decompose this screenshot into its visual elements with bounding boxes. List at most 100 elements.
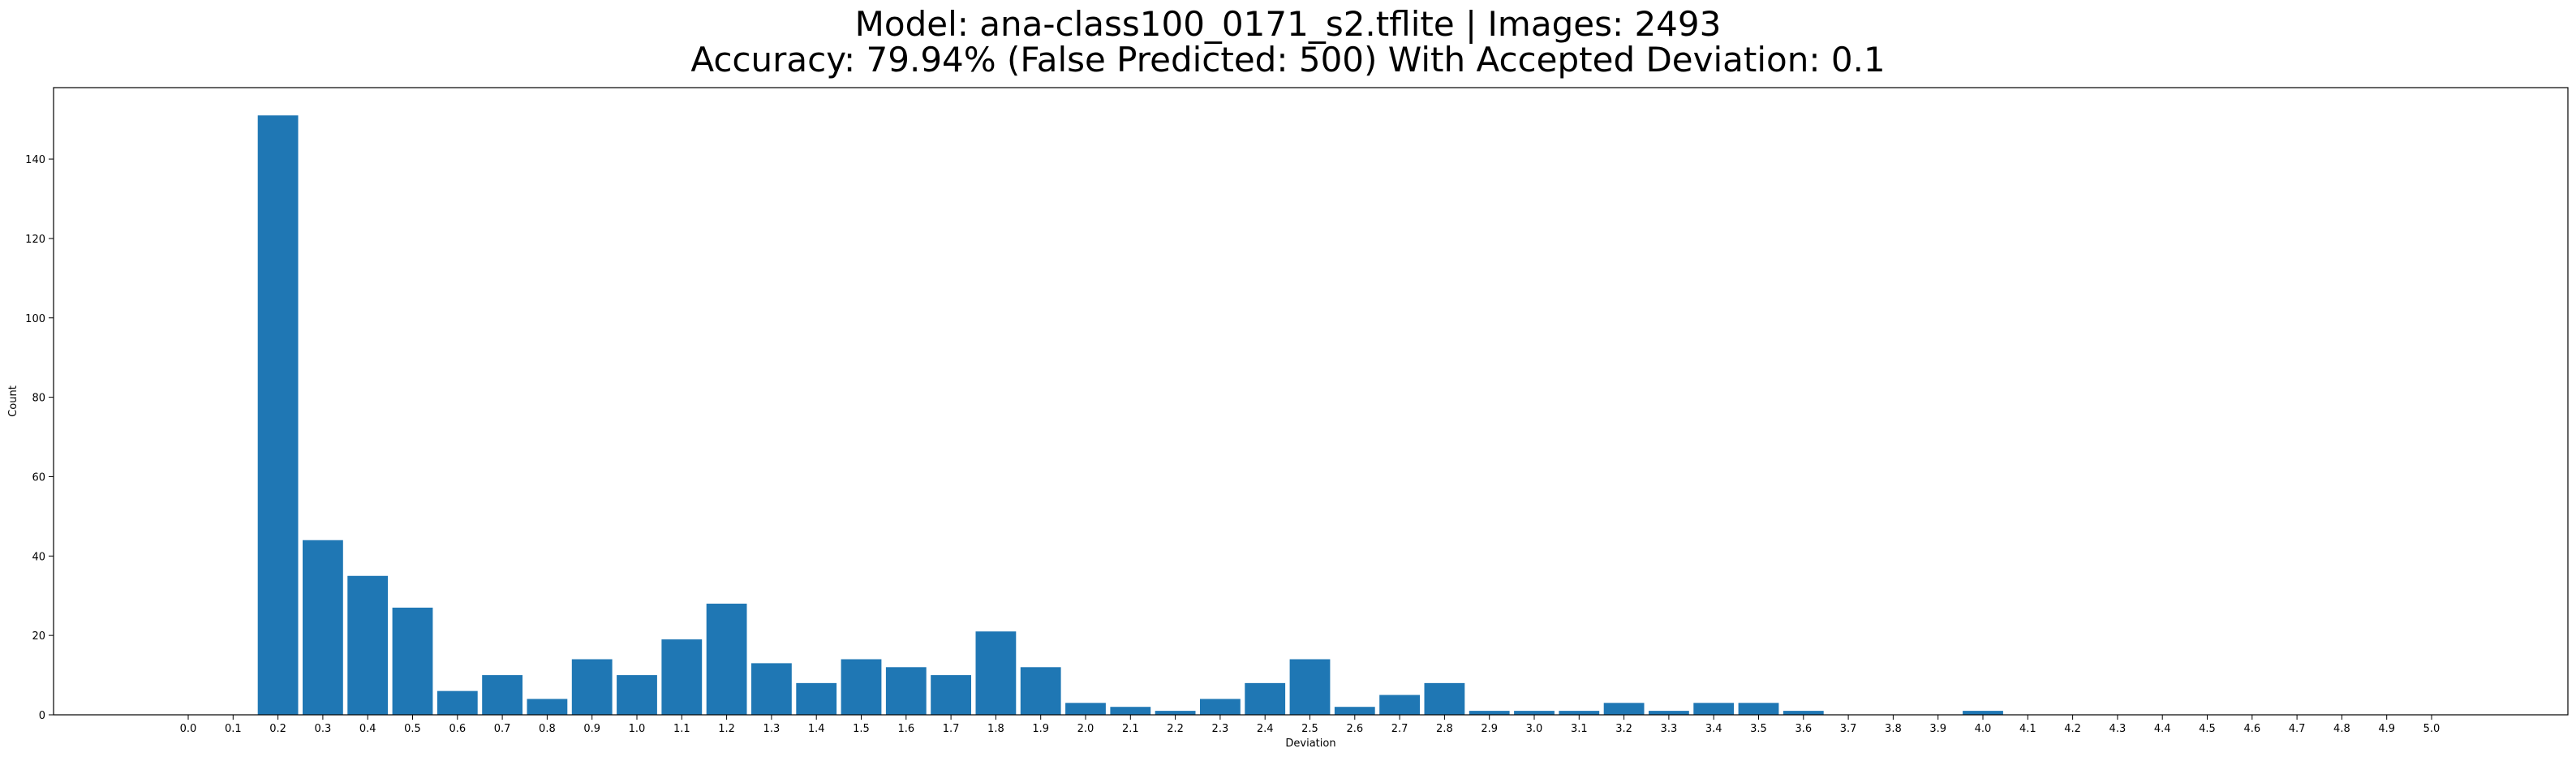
bar bbox=[392, 607, 433, 715]
x-tick-label: 0.1 bbox=[225, 723, 242, 735]
bar bbox=[482, 675, 523, 715]
x-tick-label: 0.7 bbox=[494, 723, 511, 735]
x-tick-label: 2.4 bbox=[1257, 723, 1274, 735]
bar bbox=[1200, 699, 1241, 715]
x-tick-label: 2.1 bbox=[1122, 723, 1139, 735]
x-tick-label: 2.2 bbox=[1167, 723, 1184, 735]
bar bbox=[527, 699, 568, 715]
bar bbox=[1289, 659, 1331, 715]
bar bbox=[1379, 695, 1420, 715]
x-tick-label: 3.8 bbox=[1885, 723, 1902, 735]
bar bbox=[975, 631, 1017, 715]
x-tick-label: 2.7 bbox=[1391, 723, 1408, 735]
bar bbox=[1334, 707, 1375, 715]
y-tick-label: 40 bbox=[32, 551, 45, 563]
x-tick-label: 2.3 bbox=[1212, 723, 1229, 735]
bar bbox=[1245, 682, 1286, 715]
x-tick-label: 5.0 bbox=[2423, 723, 2441, 735]
bar bbox=[1110, 707, 1151, 715]
bar bbox=[751, 663, 792, 715]
x-tick-label: 0.9 bbox=[583, 723, 600, 735]
bar bbox=[1783, 711, 1824, 715]
x-tick-label: 2.6 bbox=[1346, 723, 1363, 735]
x-tick-label: 4.2 bbox=[2064, 723, 2081, 735]
x-tick-label: 3.9 bbox=[1929, 723, 1946, 735]
bar bbox=[706, 604, 747, 715]
x-tick-label: 4.4 bbox=[2154, 723, 2171, 735]
x-tick-label: 4.6 bbox=[2243, 723, 2260, 735]
x-tick-label: 4.3 bbox=[2109, 723, 2127, 735]
bar bbox=[571, 659, 613, 715]
bar bbox=[1963, 711, 2003, 715]
bar bbox=[661, 639, 703, 715]
x-tick-label: 2.9 bbox=[1481, 723, 1498, 735]
x-tick-label: 3.4 bbox=[1705, 723, 1722, 735]
x-tick-label: 4.1 bbox=[2019, 723, 2036, 735]
x-tick-label: 4.5 bbox=[2199, 723, 2216, 735]
y-tick-label: 20 bbox=[32, 630, 45, 643]
bar bbox=[1065, 703, 1106, 715]
y-tick-label: 100 bbox=[25, 313, 45, 325]
bar bbox=[1514, 711, 1555, 715]
bar bbox=[1424, 682, 1465, 715]
bars-group bbox=[257, 115, 2003, 716]
x-tick-label: 1.6 bbox=[897, 723, 914, 735]
x-tick-label: 1.8 bbox=[987, 723, 1004, 735]
bar bbox=[257, 115, 299, 716]
y-tick-label: 0 bbox=[39, 710, 45, 722]
x-axis-ticks: 0.0 0.1 0.2 0.3 0.4 0.5 0.6 0.7 0.8 0.9 1.0 1.1 1.2 1… bbox=[180, 715, 2441, 735]
y-tick-label: 120 bbox=[25, 234, 45, 246]
x-tick-label: 0.8 bbox=[539, 723, 556, 735]
bar bbox=[1559, 711, 1600, 715]
x-tick-label: 4.7 bbox=[2289, 723, 2306, 735]
x-tick-label: 0.5 bbox=[404, 723, 421, 735]
bar bbox=[885, 667, 927, 715]
bar bbox=[1155, 711, 1196, 715]
x-tick-label: 2.0 bbox=[1077, 723, 1094, 735]
x-tick-label: 0.2 bbox=[269, 723, 286, 735]
x-tick-label: 1.0 bbox=[629, 723, 646, 735]
bar bbox=[796, 682, 837, 715]
x-tick-label: 3.0 bbox=[1526, 723, 1543, 735]
x-tick-label: 3.5 bbox=[1750, 723, 1767, 735]
bar bbox=[437, 690, 478, 715]
bar bbox=[1693, 703, 1735, 715]
x-tick-label: 1.3 bbox=[763, 723, 781, 735]
x-tick-label: 1.5 bbox=[853, 723, 870, 735]
bar bbox=[617, 675, 657, 715]
bar bbox=[303, 540, 343, 715]
x-tick-label: 4.8 bbox=[2333, 723, 2350, 735]
chart-subtitle: Accuracy: 79.94% (False Predicted: 500) … bbox=[690, 40, 1886, 80]
x-tick-label: 0.0 bbox=[180, 723, 197, 735]
y-axis-label: Count bbox=[7, 385, 19, 417]
y-tick-label: 80 bbox=[32, 393, 45, 405]
x-tick-label: 1.4 bbox=[808, 723, 825, 735]
bar bbox=[1469, 711, 1510, 715]
chart-title: Model: ana-class100_0171_s2.tflite | Ima… bbox=[854, 4, 1722, 44]
plot-frame bbox=[53, 87, 2569, 716]
x-tick-label: 4.9 bbox=[2378, 723, 2395, 735]
x-tick-label: 0.3 bbox=[315, 723, 332, 735]
x-tick-label: 2.5 bbox=[1301, 723, 1318, 735]
bar bbox=[1738, 703, 1779, 715]
x-tick-label: 0.4 bbox=[359, 723, 376, 735]
x-tick-label: 3.2 bbox=[1615, 723, 1632, 735]
x-tick-label: 2.8 bbox=[1436, 723, 1453, 735]
bar bbox=[841, 659, 882, 715]
bar bbox=[931, 675, 971, 715]
bar bbox=[1649, 711, 1689, 715]
bar bbox=[347, 575, 389, 715]
bar bbox=[1603, 703, 1645, 715]
y-tick-label: 140 bbox=[25, 154, 45, 166]
x-tick-label: 3.6 bbox=[1795, 723, 1812, 735]
bar bbox=[1020, 667, 1061, 715]
x-tick-label: 4.0 bbox=[1975, 723, 1992, 735]
x-tick-label: 3.7 bbox=[1840, 723, 1857, 735]
x-tick-label: 3.3 bbox=[1661, 723, 1678, 735]
x-tick-label: 1.7 bbox=[943, 723, 960, 735]
x-axis-label: Deviation bbox=[1285, 738, 1335, 750]
x-tick-label: 3.1 bbox=[1571, 723, 1588, 735]
x-tick-label: 1.2 bbox=[718, 723, 735, 735]
x-tick-label: 1.1 bbox=[673, 723, 690, 735]
